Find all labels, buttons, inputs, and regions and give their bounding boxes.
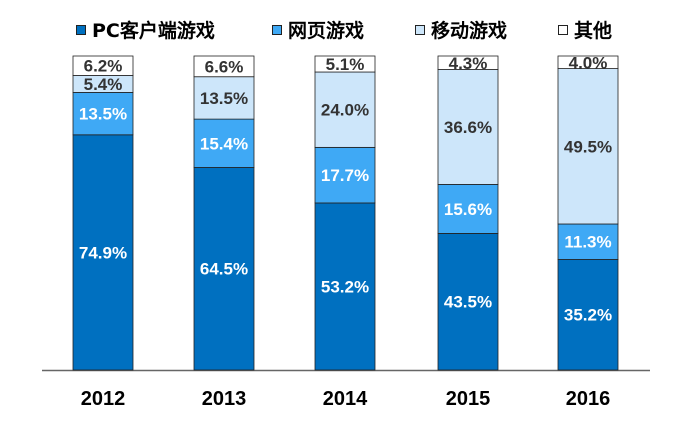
bar-segment-mobile-2016 — [557, 68, 619, 225]
legend-label-other: 其他 — [574, 20, 613, 42]
bar-segment-other-2016 — [557, 55, 619, 69]
legend-label-pc: PC客户端游戏 — [92, 20, 215, 42]
bar-segment-other-2014 — [314, 55, 376, 73]
bar-segment-mobile-2014 — [314, 71, 376, 148]
x-tick-label-2013: 2013 — [202, 388, 247, 410]
legend-swatch-web — [272, 24, 282, 35]
data-label-pc-2014: 53.2% — [321, 277, 369, 296]
data-label-web-2012: 13.5% — [79, 105, 127, 124]
bar-segment-web-2013 — [193, 118, 255, 168]
legend-swatch-pc — [76, 24, 86, 35]
data-label-mobile-2015: 36.6% — [444, 118, 492, 137]
x-tick-label-2014: 2014 — [323, 388, 368, 410]
data-label-other-2016: 4.0% — [569, 53, 608, 72]
legend-label-mobile: 移动游戏 — [431, 20, 508, 42]
bar-segment-pc-2012 — [72, 134, 134, 371]
legend-label-web: 网页游戏 — [288, 20, 365, 42]
legend-swatch-mobile — [415, 24, 425, 35]
x-tick-label-2012: 2012 — [81, 388, 126, 410]
data-label-mobile-2014: 24.0% — [321, 101, 369, 120]
bar-segment-pc-2015 — [437, 233, 499, 371]
legend-item-pc: PC客户端游戏 — [76, 16, 215, 43]
legend: PC客户端游戏 网页游戏 移动游戏 其他 — [0, 12, 686, 44]
data-label-pc-2016: 35.2% — [564, 306, 612, 325]
data-label-pc-2015: 43.5% — [444, 293, 492, 312]
bar-segment-web-2016 — [557, 223, 619, 260]
data-label-web-2013: 15.4% — [200, 134, 248, 153]
data-label-other-2015: 4.3% — [449, 54, 488, 73]
data-label-mobile-2013: 13.5% — [200, 89, 248, 108]
data-label-web-2016: 11.3% — [564, 233, 611, 252]
x-tick-label-2015: 2015 — [446, 388, 491, 410]
bar-segment-mobile-2015 — [437, 69, 499, 185]
data-label-web-2015: 15.6% — [444, 200, 492, 219]
data-label-mobile-2016: 49.5% — [564, 137, 612, 156]
bar-segment-pc-2016 — [557, 259, 619, 371]
bar-segment-other-2012 — [72, 55, 134, 76]
data-label-mobile-2012: 5.4% — [84, 75, 123, 94]
legend-item-web: 网页游戏 — [272, 16, 364, 43]
data-label-pc-2013: 64.5% — [200, 260, 248, 279]
bar-segment-pc-2014 — [314, 202, 376, 371]
legend-item-mobile: 移动游戏 — [415, 16, 507, 43]
bar-segment-other-2015 — [437, 55, 499, 70]
bar-segment-web-2015 — [437, 184, 499, 234]
bar-segment-pc-2013 — [193, 167, 255, 371]
legend-item-other: 其他 — [558, 16, 612, 43]
bar-segment-web-2014 — [314, 146, 376, 204]
x-tick-label-2016: 2016 — [566, 388, 611, 410]
data-label-pc-2012: 74.9% — [79, 243, 127, 262]
legend-swatch-other — [558, 24, 568, 35]
bar-segment-mobile-2013 — [193, 76, 255, 120]
data-label-other-2012: 6.2% — [84, 57, 123, 76]
bar-segment-web-2012 — [72, 92, 134, 136]
data-label-other-2013: 6.6% — [205, 57, 244, 76]
data-label-other-2014: 5.1% — [326, 55, 365, 74]
bar-segment-other-2013 — [193, 55, 255, 78]
data-label-web-2014: 17.7% — [321, 166, 369, 185]
